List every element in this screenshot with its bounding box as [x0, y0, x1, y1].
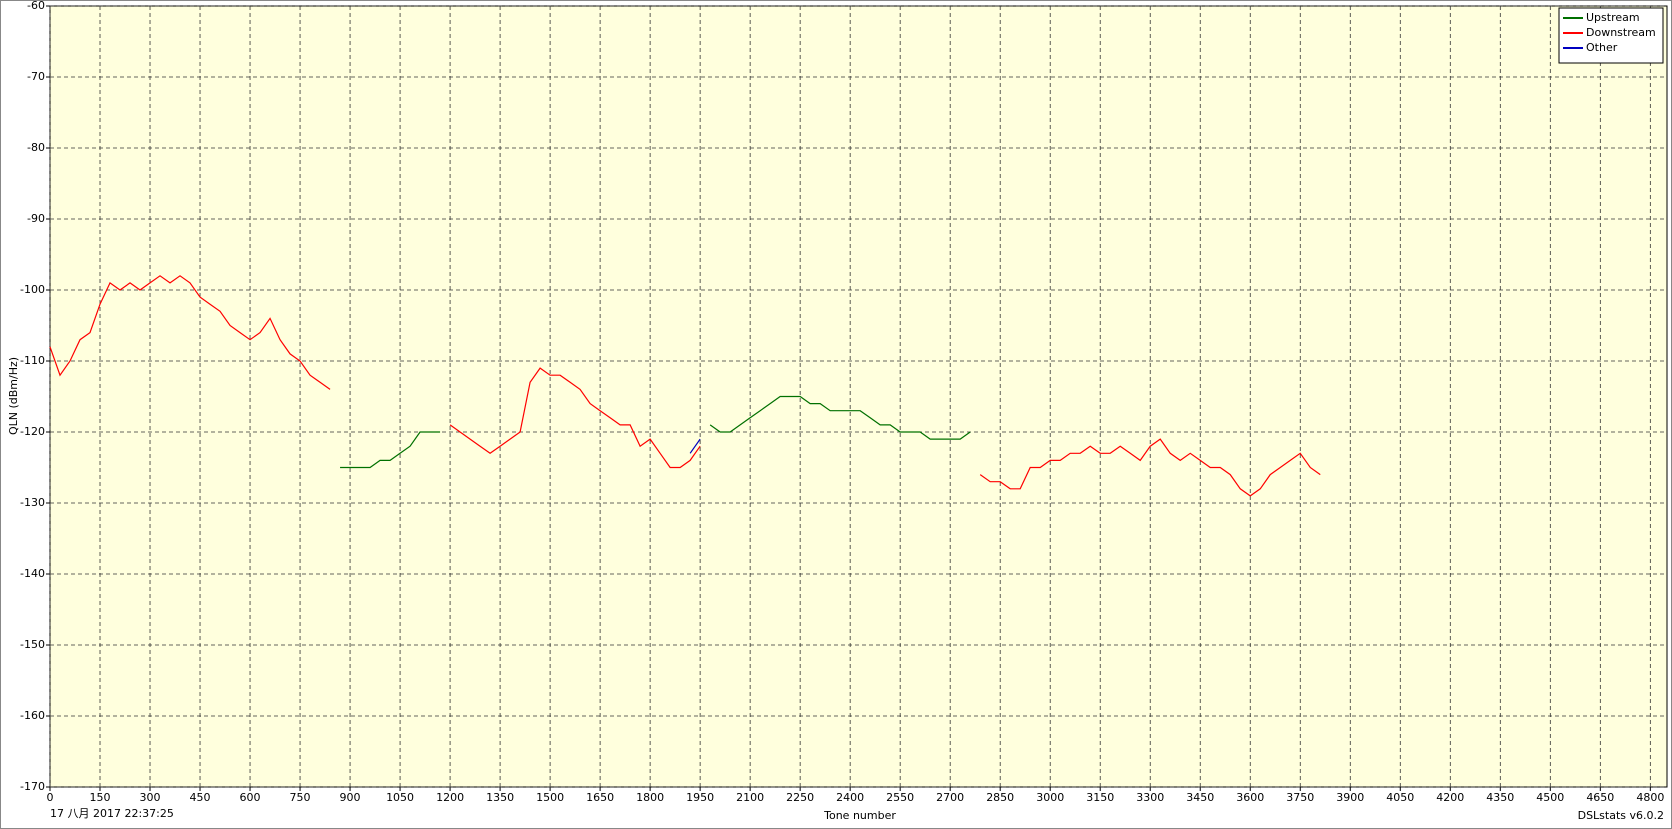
x-tick-label: 2550 — [886, 791, 914, 804]
data-line — [340, 431, 441, 469]
x-tick-label: 3750 — [1286, 791, 1314, 804]
y-tick-label: -150 — [20, 638, 45, 651]
x-tick-label: 1950 — [686, 791, 714, 804]
x-tick-label: 3600 — [1236, 791, 1264, 804]
data-line — [709, 395, 971, 440]
data-line — [979, 438, 1321, 497]
x-axis-label: Tone number — [823, 809, 896, 822]
x-tick-label: 3000 — [1036, 791, 1064, 804]
x-tick-label: 4200 — [1436, 791, 1464, 804]
data-line — [49, 275, 331, 390]
x-tick-label: 4500 — [1536, 791, 1564, 804]
x-tick-label: 1050 — [386, 791, 414, 804]
x-tick-label: 3300 — [1136, 791, 1164, 804]
x-tick-label: 4800 — [1636, 791, 1664, 804]
y-tick-label: -60 — [27, 0, 45, 12]
x-tick-label: 2100 — [736, 791, 764, 804]
data-line — [449, 367, 701, 469]
x-tick-label: 2850 — [986, 791, 1014, 804]
x-tick-label: 3450 — [1186, 791, 1214, 804]
x-tick-label: 1200 — [436, 791, 464, 804]
y-tick-label: -70 — [27, 70, 45, 83]
x-tick-label: 450 — [190, 791, 211, 804]
x-tick-label: 1350 — [486, 791, 514, 804]
plot-area — [49, 5, 1668, 788]
y-tick-label: -100 — [20, 283, 45, 296]
x-tick-label: 2250 — [786, 791, 814, 804]
x-tick-label: 4050 — [1386, 791, 1414, 804]
x-tick-label: 2400 — [836, 791, 864, 804]
x-tick-label: 4650 — [1586, 791, 1614, 804]
x-tick-label: 2700 — [936, 791, 964, 804]
y-tick-label: -130 — [20, 496, 45, 509]
y-tick-label: -170 — [20, 780, 45, 793]
x-tick-label: 3150 — [1086, 791, 1114, 804]
x-tick-label: 4350 — [1486, 791, 1514, 804]
y-tick-label: -160 — [20, 709, 45, 722]
data-line — [689, 438, 701, 454]
x-tick-label: 600 — [240, 791, 261, 804]
y-tick-label: -110 — [20, 354, 45, 367]
y-axis-label: QLN (dBm/Hz) — [7, 357, 20, 435]
legend-label: Other — [1586, 41, 1618, 54]
footer-left: 17 八月 2017 22:37:25 — [50, 807, 174, 820]
x-tick-label: 150 — [90, 791, 111, 804]
x-tick-label: 1500 — [536, 791, 564, 804]
legend — [1558, 7, 1664, 64]
x-tick-label: 750 — [290, 791, 311, 804]
x-tick-label: 1650 — [586, 791, 614, 804]
x-tick-label: 300 — [140, 791, 161, 804]
y-tick-label: -140 — [20, 567, 45, 580]
y-tick-label: -120 — [20, 425, 45, 438]
x-tick-label: 0 — [47, 791, 54, 804]
legend-label: Downstream — [1586, 26, 1656, 39]
footer-right: DSLstats v6.0.2 — [1578, 809, 1664, 822]
x-tick-label: 900 — [340, 791, 361, 804]
x-tick-label: 3900 — [1336, 791, 1364, 804]
x-tick-label: 1800 — [636, 791, 664, 804]
y-tick-label: -80 — [27, 141, 45, 154]
y-tick-label: -90 — [27, 212, 45, 225]
legend-label: Upstream — [1586, 11, 1640, 24]
